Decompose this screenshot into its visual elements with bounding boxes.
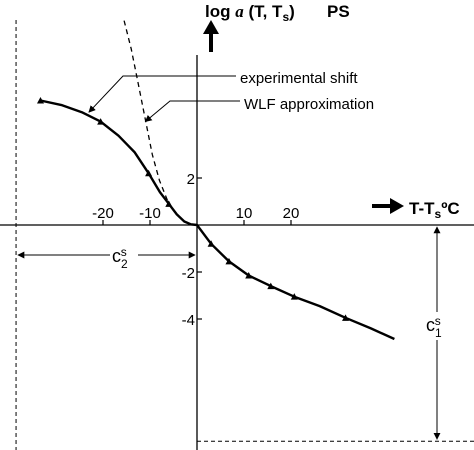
data-point-marker (97, 118, 105, 125)
data-point-marker (290, 293, 298, 300)
data-point-marker (342, 314, 350, 321)
annotations: experimental shift WLF approximation (88, 70, 374, 123)
series-line-wlf-approximation (123, 20, 170, 205)
y-axis-title: log a (T, Ts) (205, 2, 295, 24)
chart-title: PS (327, 2, 350, 21)
annotation-wlf-approximation-leader (144, 100, 240, 123)
constant-labels: c2s c1s (110, 243, 452, 340)
data-point-marker (267, 282, 275, 290)
data-point-marker (207, 240, 215, 247)
data-point-marker (165, 200, 173, 207)
y-tick-label: 2 (187, 171, 195, 188)
annotation-wlf-approximation: WLF approximation (244, 96, 374, 113)
x-tick-label: 20 (283, 205, 300, 222)
c2-label-bg (110, 243, 138, 271)
data-point-marker (225, 257, 233, 265)
c1-label: c1s (426, 314, 442, 340)
x-tick-label: 10 (236, 205, 253, 222)
y-tick-label: -4 (182, 312, 195, 329)
series-line-experimental-shift (40, 99, 395, 341)
c1-label-bg (424, 312, 452, 340)
x-axis-arrow-icon (372, 198, 404, 214)
y-tick-label: -2 (182, 265, 195, 282)
x-axis-title: T-TsºC (409, 199, 460, 221)
c2-label: c2s (112, 245, 128, 271)
data-point-marker (145, 169, 153, 177)
annotation-experimental-shift-leader (88, 75, 236, 113)
x-tick-label: -20 (92, 205, 114, 222)
data-markers (36, 96, 350, 321)
y-axis-arrow-icon (203, 20, 219, 52)
tick-labels: -20 -10 10 20 2 -2 -4 (92, 171, 299, 329)
x-tick-label: -10 (139, 205, 161, 222)
data-point-marker (36, 96, 44, 104)
annotation-experimental-shift: experimental shift (240, 70, 358, 87)
data-point-marker (245, 272, 253, 279)
